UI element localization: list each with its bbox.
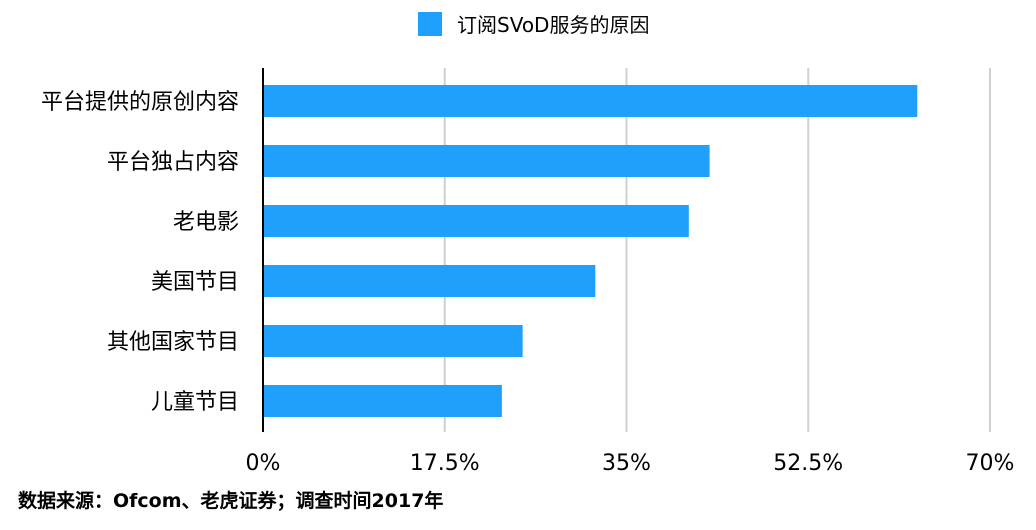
legend: 订阅SVoD服务的原因 (418, 12, 649, 37)
x-tick-label-2: 35% (602, 451, 651, 476)
x-tick-label-1: 17.5% (410, 451, 480, 476)
bar-1 (264, 145, 710, 177)
category-label-0: 平台提供的原创内容 (41, 90, 239, 115)
legend-label: 订阅SVoD服务的原因 (457, 13, 649, 37)
x-tick-label-4: 70% (966, 451, 1015, 476)
tick-labels: 0% 17.5% 35% 52.5% 70% (246, 451, 1015, 476)
source-note: 数据来源：Ofcom、老虎证券；调查时间2017年 (18, 490, 444, 512)
legend-swatch (418, 12, 442, 36)
bar-2 (264, 205, 689, 237)
gridlines (443, 68, 991, 432)
category-label-2: 老电影 (173, 210, 239, 235)
bar-5 (264, 385, 502, 417)
bar-4 (264, 325, 523, 357)
x-tick-label-0: 0% (246, 451, 281, 476)
bar-3 (264, 265, 596, 297)
category-label-5: 儿童节目 (151, 390, 239, 415)
bar-0 (264, 85, 918, 117)
bars (264, 85, 918, 417)
x-tick-label-3: 52.5% (773, 451, 843, 476)
category-label-4: 其他国家节目 (107, 330, 239, 355)
category-label-1: 平台独占内容 (107, 150, 239, 175)
category-label-3: 美国节目 (151, 270, 239, 295)
